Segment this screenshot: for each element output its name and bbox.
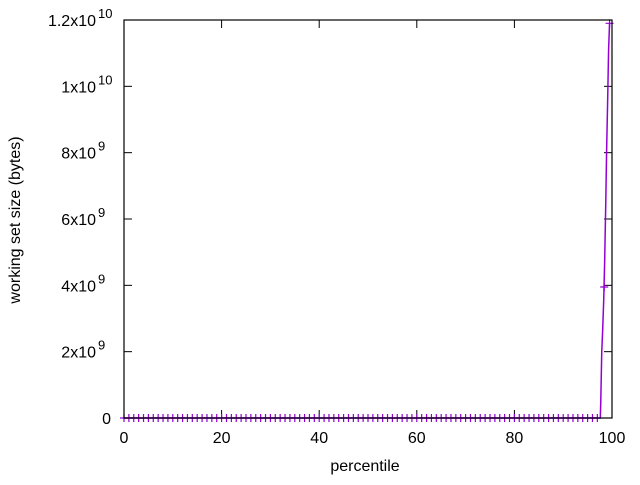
x-tick-label: 80 [506, 430, 524, 447]
y-tick-label: 4x10 [61, 278, 96, 295]
x-tick-label: 0 [120, 430, 129, 447]
y-tick-exponent: 9 [98, 271, 105, 286]
y-tick-exponent: 9 [98, 338, 105, 353]
y-tick-exponent: 9 [98, 139, 105, 154]
y-tick-exponent: 10 [98, 6, 112, 21]
y-tick-label: 1.2x10 [48, 13, 96, 30]
y-tick-label: 6x10 [61, 212, 96, 229]
y-tick-exponent: 10 [98, 72, 112, 87]
y-tick-exponent: 9 [98, 205, 105, 220]
plot-border [123, 19, 613, 419]
y-tick-label: 2x10 [61, 345, 96, 362]
data-point [600, 282, 609, 291]
series-markers [120, 19, 614, 422]
x-tick-label: 20 [213, 430, 231, 447]
y-axis-label: working set size (bytes) [7, 136, 24, 304]
x-tick-label: 100 [599, 430, 626, 447]
y-tick-label: 0 [102, 411, 111, 428]
y-tick-label: 1x10 [61, 79, 96, 96]
x-axis-ticks: 0 20 40 60 80 100 [120, 20, 626, 447]
x-axis-label: percentile [330, 458, 399, 475]
y-tick-label: 8x10 [61, 146, 96, 163]
series-line [124, 23, 611, 419]
x-tick-label: 40 [310, 430, 328, 447]
x-tick-label: 60 [408, 430, 426, 447]
